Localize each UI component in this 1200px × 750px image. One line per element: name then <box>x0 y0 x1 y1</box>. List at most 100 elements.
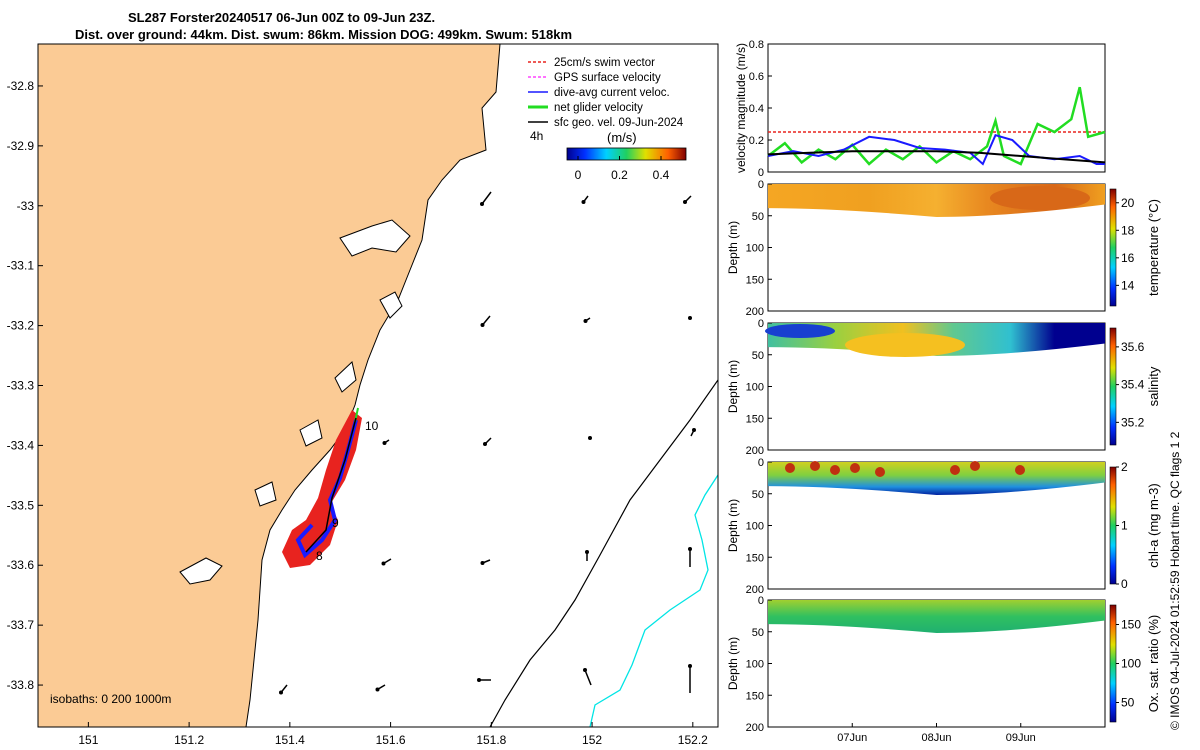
track-day-label: 10 <box>365 419 379 433</box>
swim-vector-cloud <box>282 410 362 568</box>
map-x-tick-label: 151 <box>78 733 98 747</box>
colorbar-tick-label: 35.4 <box>1121 378 1145 392</box>
section-panel-salinity: 0 50 100 150 200 Depth (m) 35.2 35.4 35.6salinit… <box>726 318 1161 457</box>
legend-entry: net glider velocity <box>554 102 643 114</box>
legend-entry: sfc geo. vel. 09-Jun-2024 <box>554 117 684 129</box>
colorbar-tick-label: 18 <box>1121 223 1135 237</box>
colorbar-tick-label: 100 <box>1121 657 1141 671</box>
track-day-label: 8 <box>316 549 323 563</box>
sfc-geo-velocity-arrow-head <box>381 561 386 566</box>
sfc-geo-velocity-arrow <box>584 669 592 686</box>
sfc-geo-velocity-arrow-head <box>477 678 481 682</box>
sfc-geo-velocity-arrow-head <box>279 690 283 695</box>
velocity-y-tick-label: 0.4 <box>749 103 764 115</box>
speed-colorbar <box>566 147 687 161</box>
sfc-geo-velocity-arrows <box>279 191 696 695</box>
section-y-tick-label: 0 <box>758 595 764 607</box>
colorbar-tick-label: 0.4 <box>653 168 670 182</box>
section-colorbar-label: chl-a (mg m-3) <box>1146 483 1161 568</box>
section-y-tick-label: 200 <box>746 306 764 318</box>
colorbar-tick-label: 16 <box>1121 251 1135 265</box>
sfc-geo-velocity-arrow-head <box>483 442 487 446</box>
section-y-tick-label: 150 <box>746 413 764 425</box>
map-y-tick-label: -33.6 <box>7 558 35 572</box>
map-x-tick-label: 152 <box>582 733 602 747</box>
velocity-y-tick-label: 0.8 <box>749 39 764 51</box>
sfc-geo-velocity-arrow-head <box>480 561 485 565</box>
section-y-tick-label: 200 <box>746 584 764 596</box>
section-y-tick-label: 100 <box>746 382 764 394</box>
colorbar-tick-label: 2 <box>1121 460 1128 474</box>
map-y-tick-label: -33.2 <box>7 319 35 333</box>
chl-max-patch <box>1015 465 1025 475</box>
map-x-tick-label: 152.2 <box>678 733 708 747</box>
time-step-label: 4h <box>530 129 543 143</box>
section-panel-chlorophyll-a: 0 50 100 150 200 Depth (m) 0 1 2 chl-a (mg m-3) <box>726 457 1161 596</box>
map-y-tick-label: -33.3 <box>7 379 35 393</box>
colorbar-tick-label: 20 <box>1121 196 1135 210</box>
section-colorbar <box>1109 188 1117 307</box>
isobaths-label: isobaths: 0 200 1000m <box>50 692 171 706</box>
sfc-geo-velocity-arrow-head <box>480 202 484 206</box>
land-mass <box>38 44 501 727</box>
salinity-low-patch <box>765 324 835 338</box>
section-ylabel: Depth (m) <box>726 221 740 274</box>
map-y-tick-label: -33 <box>17 199 35 213</box>
chart-title: SL287 Forster20240517 06-Jun 00Z to 09-J… <box>128 10 436 25</box>
sfc-geo-velocity-arrow-head <box>581 200 586 204</box>
colorbar-tick-label: 14 <box>1121 278 1135 292</box>
sfc-geo-velocity-arrow-head <box>683 200 687 204</box>
map-y-tick-label: -33.8 <box>7 678 35 692</box>
sfc-geo-velocity-arrow-head <box>583 319 588 323</box>
section-y-tick-label: 100 <box>746 243 764 255</box>
chl-max-patch <box>970 461 980 471</box>
section-y-tick-label: 0 <box>758 457 764 469</box>
section-y-tick-label: 200 <box>746 445 764 457</box>
velocity-ylabel: velocity magnitude (m/s) <box>734 43 748 173</box>
time-x-tick-label: 08Jun <box>922 732 952 744</box>
colorbar-tick-label: 0 <box>1121 577 1128 591</box>
map-x-tick-label: 151.2 <box>174 733 204 747</box>
isobath-200m <box>489 379 718 727</box>
map-y-tick-label: -33.7 <box>7 618 35 632</box>
time-x-tick-label: 07Jun <box>837 732 867 744</box>
section-y-tick-label: 200 <box>746 722 764 734</box>
section-panel-oxygen-saturation: 0 50 100 150 200 Depth (m) 50 100 150 Ox. sat. ra… <box>726 595 1161 744</box>
section-ylabel: Depth (m) <box>726 360 740 413</box>
chl-max-patch <box>950 465 960 475</box>
colorbar-tick-label: 0.2 <box>611 168 628 182</box>
section-y-tick-label: 100 <box>746 659 764 671</box>
section-y-tick-label: 50 <box>752 489 764 501</box>
temperature-max-patch <box>990 186 1090 210</box>
map-y-tick-label: -32.9 <box>7 139 35 153</box>
chl-max-patch <box>850 463 860 473</box>
velocity-y-tick-label: 0.2 <box>749 135 764 147</box>
chl-max-patch <box>785 463 795 473</box>
coastline-detail <box>179 219 411 585</box>
section-y-tick-label: 50 <box>752 627 764 639</box>
section-colorbar <box>1109 604 1117 723</box>
sfc-geo-velocity-arrow-head <box>480 323 485 327</box>
sfc-geo-velocity-arrow-head <box>688 664 692 668</box>
sfc-geo-velocity-arrow-head <box>692 428 696 432</box>
glider-path <box>305 417 357 553</box>
track-day-label: 9 <box>332 516 339 530</box>
sfc-geo-velocity-arrow-head <box>382 441 387 445</box>
sfc-geo-velocity-arrow <box>481 191 492 205</box>
sfc-geo-velocity-arrow-head <box>688 316 692 320</box>
colorbar-tick-label: 0 <box>575 168 582 182</box>
section-colorbar-label: Ox. sat. ratio (%) <box>1146 615 1161 713</box>
time-x-tick-label: 09Jun <box>1006 732 1036 744</box>
map-y-tick-label: -33.1 <box>7 259 35 273</box>
section-y-tick-label: 150 <box>746 552 764 564</box>
section-y-tick-label: 50 <box>752 350 764 362</box>
chart-subtitle: Dist. over ground: 44km. Dist. swum: 86k… <box>75 27 573 42</box>
sfc-geo-velocity-arrow-head <box>583 668 587 672</box>
track-map: 151 151.2 151.4 151.6 151.8 152 152.2 -32.8 -32.… <box>7 43 719 747</box>
isobath-1000m <box>589 474 718 727</box>
legend-entry: 25cm/s swim vector <box>554 57 655 69</box>
colorbar-tick-label: 150 <box>1121 618 1141 632</box>
section-data-field <box>768 600 1105 634</box>
